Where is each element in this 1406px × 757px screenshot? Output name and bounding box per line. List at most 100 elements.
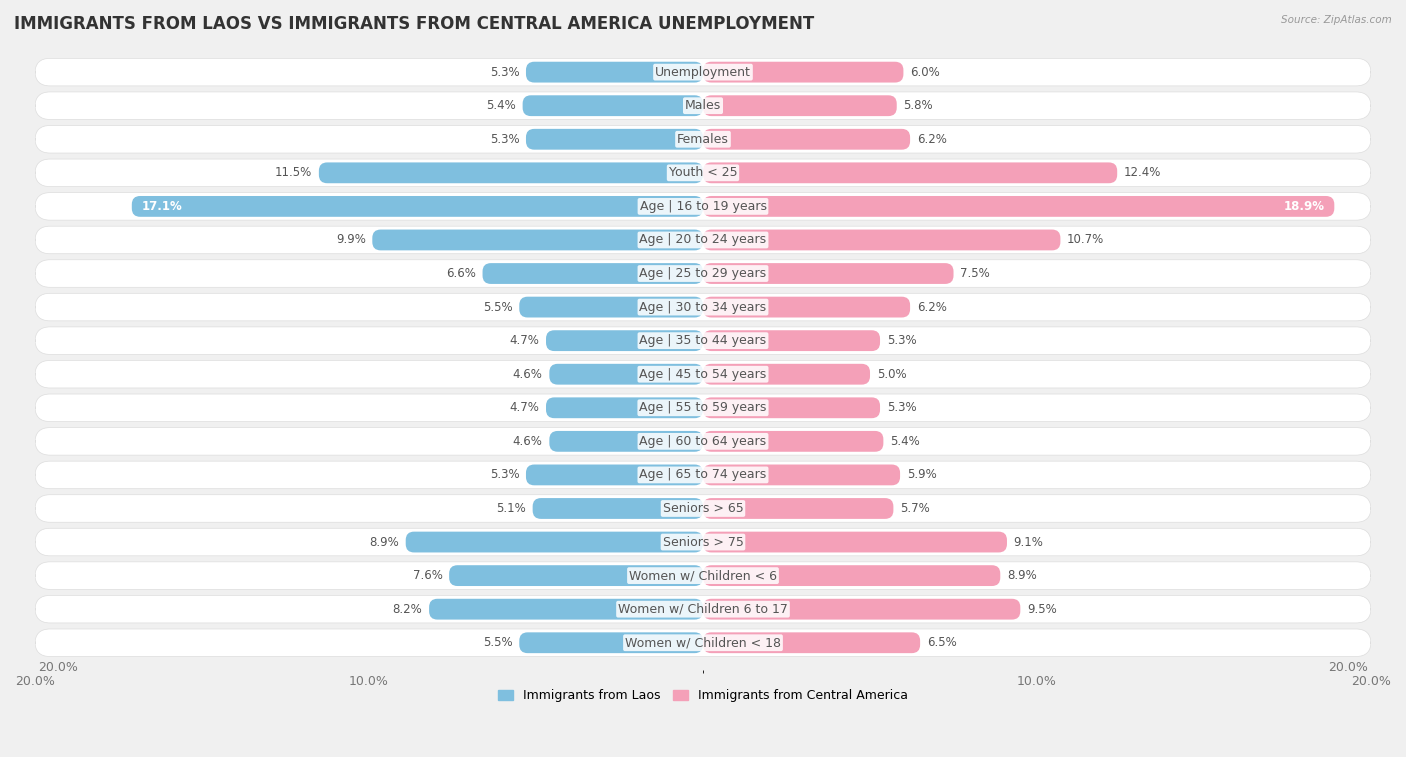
FancyBboxPatch shape xyxy=(35,159,1371,186)
Text: Females: Females xyxy=(678,132,728,146)
FancyBboxPatch shape xyxy=(35,260,1371,288)
Text: Women w/ Children < 6: Women w/ Children < 6 xyxy=(628,569,778,582)
FancyBboxPatch shape xyxy=(519,632,703,653)
FancyBboxPatch shape xyxy=(519,297,703,317)
FancyBboxPatch shape xyxy=(703,565,1000,586)
Text: 5.8%: 5.8% xyxy=(904,99,934,112)
FancyBboxPatch shape xyxy=(319,163,703,183)
Text: 5.7%: 5.7% xyxy=(900,502,929,515)
Text: 4.6%: 4.6% xyxy=(513,368,543,381)
Text: 5.0%: 5.0% xyxy=(877,368,907,381)
FancyBboxPatch shape xyxy=(546,330,703,351)
FancyBboxPatch shape xyxy=(703,531,1007,553)
FancyBboxPatch shape xyxy=(35,596,1371,623)
Text: Age | 16 to 19 years: Age | 16 to 19 years xyxy=(640,200,766,213)
Text: 5.3%: 5.3% xyxy=(887,401,917,414)
Text: 12.4%: 12.4% xyxy=(1123,167,1161,179)
Text: Age | 20 to 24 years: Age | 20 to 24 years xyxy=(640,233,766,247)
FancyBboxPatch shape xyxy=(35,192,1371,220)
Text: 6.0%: 6.0% xyxy=(910,66,939,79)
Text: 20.0%: 20.0% xyxy=(1327,662,1368,674)
Text: 5.3%: 5.3% xyxy=(489,132,519,146)
FancyBboxPatch shape xyxy=(35,58,1371,86)
FancyBboxPatch shape xyxy=(703,465,900,485)
FancyBboxPatch shape xyxy=(35,562,1371,590)
FancyBboxPatch shape xyxy=(35,226,1371,254)
FancyBboxPatch shape xyxy=(703,297,910,317)
Text: 11.5%: 11.5% xyxy=(276,167,312,179)
Text: 8.9%: 8.9% xyxy=(370,535,399,549)
FancyBboxPatch shape xyxy=(703,263,953,284)
FancyBboxPatch shape xyxy=(703,431,883,452)
Text: 7.6%: 7.6% xyxy=(412,569,443,582)
Text: Age | 35 to 44 years: Age | 35 to 44 years xyxy=(640,334,766,347)
FancyBboxPatch shape xyxy=(703,599,1021,619)
FancyBboxPatch shape xyxy=(35,528,1371,556)
Text: 5.4%: 5.4% xyxy=(486,99,516,112)
FancyBboxPatch shape xyxy=(546,397,703,418)
FancyBboxPatch shape xyxy=(482,263,703,284)
FancyBboxPatch shape xyxy=(526,62,703,83)
Text: 5.9%: 5.9% xyxy=(907,469,936,481)
FancyBboxPatch shape xyxy=(703,196,1334,217)
Text: 4.7%: 4.7% xyxy=(509,334,540,347)
FancyBboxPatch shape xyxy=(526,129,703,150)
FancyBboxPatch shape xyxy=(703,330,880,351)
Legend: Immigrants from Laos, Immigrants from Central America: Immigrants from Laos, Immigrants from Ce… xyxy=(494,684,912,707)
FancyBboxPatch shape xyxy=(35,360,1371,388)
Text: 9.5%: 9.5% xyxy=(1026,603,1057,615)
Text: Seniors > 65: Seniors > 65 xyxy=(662,502,744,515)
Text: 5.5%: 5.5% xyxy=(484,301,513,313)
Text: 20.0%: 20.0% xyxy=(38,662,79,674)
Text: 4.6%: 4.6% xyxy=(513,435,543,448)
Text: 7.5%: 7.5% xyxy=(960,267,990,280)
FancyBboxPatch shape xyxy=(35,428,1371,455)
FancyBboxPatch shape xyxy=(373,229,703,251)
Text: Women w/ Children 6 to 17: Women w/ Children 6 to 17 xyxy=(619,603,787,615)
Text: Women w/ Children < 18: Women w/ Children < 18 xyxy=(626,636,780,650)
Text: Age | 60 to 64 years: Age | 60 to 64 years xyxy=(640,435,766,448)
FancyBboxPatch shape xyxy=(35,629,1371,656)
Text: 5.1%: 5.1% xyxy=(496,502,526,515)
Text: 8.9%: 8.9% xyxy=(1007,569,1036,582)
FancyBboxPatch shape xyxy=(703,498,893,519)
Text: Age | 25 to 29 years: Age | 25 to 29 years xyxy=(640,267,766,280)
Text: 6.2%: 6.2% xyxy=(917,132,946,146)
FancyBboxPatch shape xyxy=(550,364,703,385)
FancyBboxPatch shape xyxy=(523,95,703,116)
FancyBboxPatch shape xyxy=(703,229,1060,251)
Text: Unemployment: Unemployment xyxy=(655,66,751,79)
FancyBboxPatch shape xyxy=(703,163,1118,183)
Text: 9.9%: 9.9% xyxy=(336,233,366,247)
FancyBboxPatch shape xyxy=(703,95,897,116)
Text: Age | 30 to 34 years: Age | 30 to 34 years xyxy=(640,301,766,313)
FancyBboxPatch shape xyxy=(703,364,870,385)
Text: 4.7%: 4.7% xyxy=(509,401,540,414)
Text: 9.1%: 9.1% xyxy=(1014,535,1043,549)
Text: 18.9%: 18.9% xyxy=(1284,200,1324,213)
Text: 6.2%: 6.2% xyxy=(917,301,946,313)
FancyBboxPatch shape xyxy=(35,461,1371,489)
Text: 6.6%: 6.6% xyxy=(446,267,475,280)
Text: Age | 55 to 59 years: Age | 55 to 59 years xyxy=(640,401,766,414)
Text: 17.1%: 17.1% xyxy=(142,200,183,213)
Text: Source: ZipAtlas.com: Source: ZipAtlas.com xyxy=(1281,15,1392,25)
Text: 5.3%: 5.3% xyxy=(887,334,917,347)
FancyBboxPatch shape xyxy=(406,531,703,553)
FancyBboxPatch shape xyxy=(35,327,1371,354)
Text: IMMIGRANTS FROM LAOS VS IMMIGRANTS FROM CENTRAL AMERICA UNEMPLOYMENT: IMMIGRANTS FROM LAOS VS IMMIGRANTS FROM … xyxy=(14,15,814,33)
Text: Age | 45 to 54 years: Age | 45 to 54 years xyxy=(640,368,766,381)
Text: 5.3%: 5.3% xyxy=(489,469,519,481)
Text: 5.5%: 5.5% xyxy=(484,636,513,650)
FancyBboxPatch shape xyxy=(449,565,703,586)
Text: Age | 65 to 74 years: Age | 65 to 74 years xyxy=(640,469,766,481)
FancyBboxPatch shape xyxy=(703,397,880,418)
Text: Males: Males xyxy=(685,99,721,112)
FancyBboxPatch shape xyxy=(703,129,910,150)
FancyBboxPatch shape xyxy=(35,126,1371,153)
Text: 8.2%: 8.2% xyxy=(392,603,422,615)
Text: Youth < 25: Youth < 25 xyxy=(669,167,737,179)
FancyBboxPatch shape xyxy=(429,599,703,619)
FancyBboxPatch shape xyxy=(132,196,703,217)
FancyBboxPatch shape xyxy=(703,632,920,653)
